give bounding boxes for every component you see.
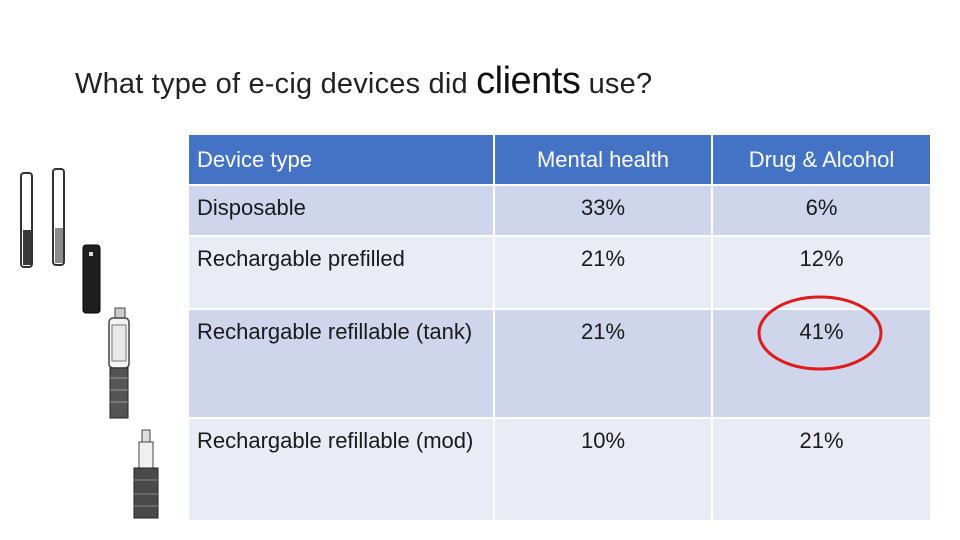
cell-mental-health: 33% [493,184,713,237]
disposable-ecig-icon [20,168,65,268]
cell-device: Disposable [187,184,495,237]
cell-device: Rechargable refillable (mod) [187,417,495,522]
table-row: Rechargable refillable (tank) 21% 41% [187,308,932,419]
title-emphasis: clients [476,60,581,102]
table-row: Disposable 33% 6% [187,184,932,237]
cell-mental-health: 21% [493,308,713,419]
cell-device: Rechargable prefilled [187,235,495,310]
cell-device: Rechargable refillable (tank) [187,308,495,419]
header-mental-health: Mental health [493,133,713,186]
header-device-type: Device type [187,133,495,186]
table-header-row: Device type Mental health Drug & Alcohol [187,133,932,186]
header-drug-alcohol: Drug & Alcohol [711,133,932,186]
device-illustrations [20,168,159,519]
cell-mental-health: 10% [493,417,713,522]
cell-mental-health: 21% [493,235,713,310]
tank-device-icon [108,307,130,419]
cell-drug-alcohol: 41% [711,308,932,419]
slide-title: What type of e-cig devices did clients u… [75,60,652,103]
title-suffix: use? [580,68,653,100]
cell-drug-alcohol: 6% [711,184,932,237]
table-row: Rechargable refillable (mod) 10% 21% [187,417,932,522]
table-row: Rechargable prefilled 21% 12% [187,235,932,310]
highlight-circle [757,295,883,371]
device-usage-table: Device type Mental health Drug & Alcohol… [187,133,932,522]
pod-device-icon [82,244,101,314]
cell-drug-alcohol: 21% [711,417,932,522]
title-prefix: What type of e-cig devices did [75,68,477,100]
mod-device-icon [133,429,159,519]
